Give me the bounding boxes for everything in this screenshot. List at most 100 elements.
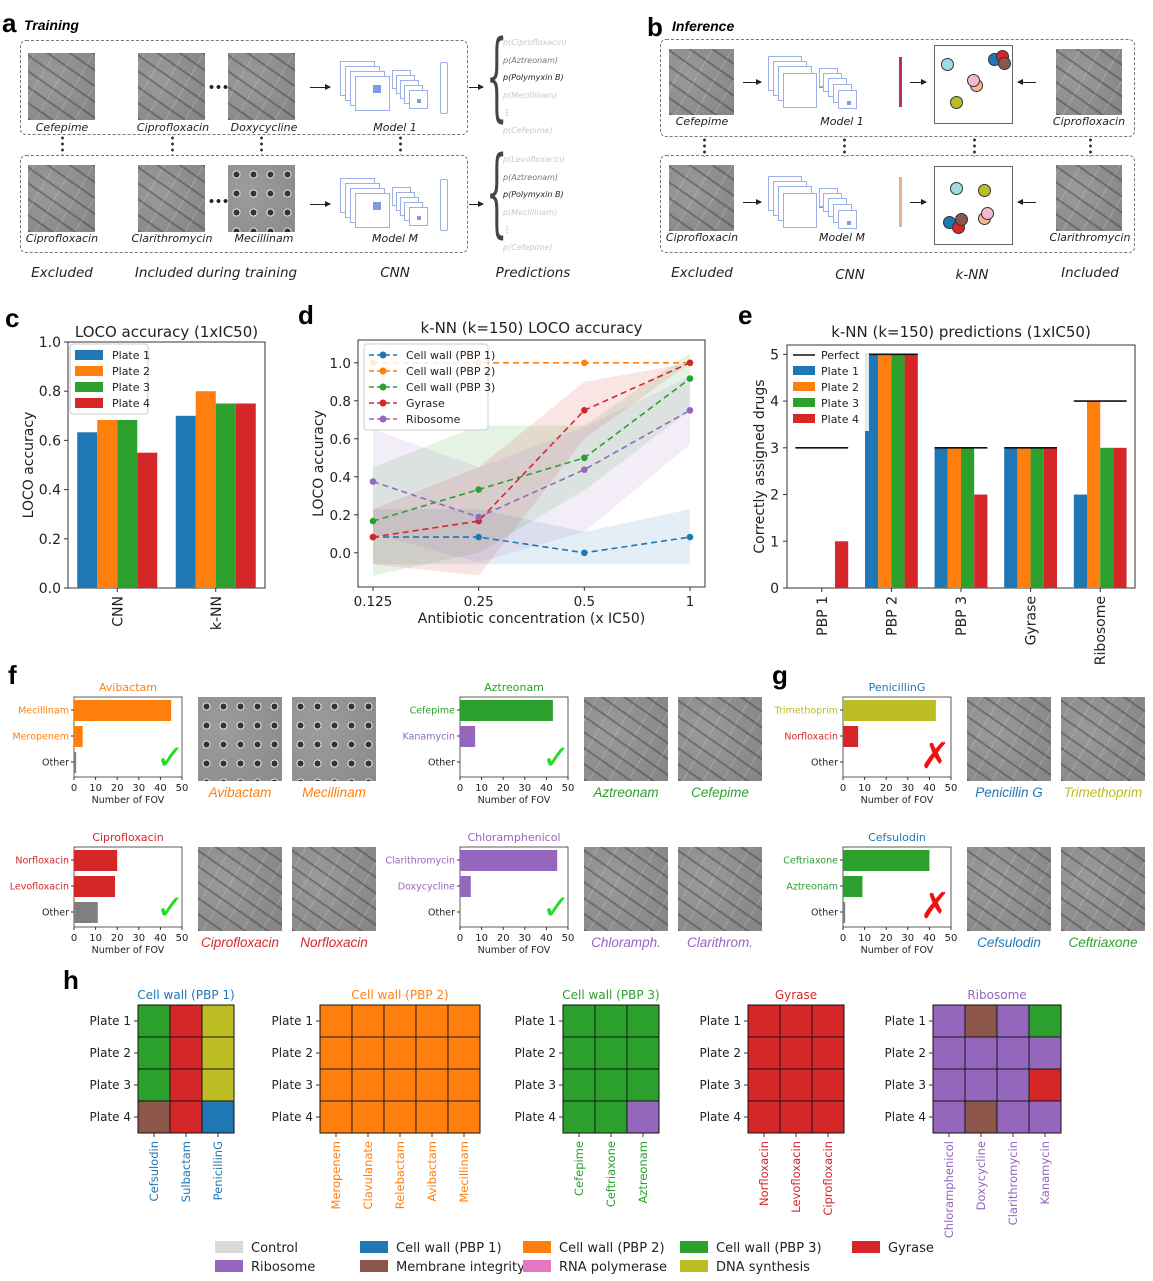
legend-item: Membrane integrity [360, 1260, 525, 1275]
image-caption: Norfloxacin [300, 935, 368, 950]
y-axis-label: LOCO accuracy [21, 412, 37, 519]
bar [843, 876, 863, 897]
heatmap-cell [415, 1068, 449, 1102]
bar [460, 850, 558, 871]
row-label: Plate 3 [515, 1078, 556, 1092]
x-tick-label: 30 [132, 933, 145, 944]
legend-label: Plate 1 [112, 349, 150, 362]
bar [117, 419, 138, 588]
bar [1087, 401, 1101, 588]
data-point [475, 486, 482, 493]
heatmap-cell [562, 1100, 596, 1134]
confidence-band [373, 353, 690, 576]
data-point [369, 517, 377, 525]
legend-label: Plate 3 [821, 397, 859, 410]
heatmap-cell [964, 1100, 998, 1134]
x-tick-label: 50 [176, 933, 189, 944]
column-label: Meropenem [329, 1141, 343, 1209]
y-tick-label: Levofloxacin [10, 882, 69, 893]
y-tick-label: 4 [770, 394, 779, 410]
heatmap-cell [1028, 1068, 1062, 1102]
row-label: Plate 1 [515, 1014, 556, 1028]
column-label: Mecillinam [457, 1141, 471, 1203]
heatmap-cell [594, 1068, 628, 1102]
inference-row-2-box [660, 155, 1135, 253]
heatmap-cell [779, 1036, 813, 1070]
x-tick-label: 10 [858, 933, 871, 944]
chart-knn-loco-accuracy: k-NN (k=150) LOCO accuracy 0.0 0.2 0.4 0.6 0.… [311, 319, 706, 627]
heatmap-cell [932, 1036, 966, 1070]
image-caption: Ciprofloxacin [1052, 115, 1126, 128]
y-tick-label: 0 [770, 581, 779, 597]
y-axis-label: LOCO accuracy [311, 410, 327, 517]
x-tick-label: 30 [518, 783, 531, 794]
heatmap-title: Cell wall (PBP 2) [351, 988, 448, 1002]
training-row-2-box [20, 155, 468, 253]
bar [215, 403, 236, 588]
heatmap-cell [351, 1100, 385, 1134]
panel-letter-c: c [5, 303, 20, 333]
image-caption: Cefepime [691, 785, 749, 800]
arrow-right-icon [310, 84, 331, 90]
legend-marker [379, 415, 387, 423]
legend-swatch [793, 414, 815, 423]
y-tick-label: 1 [770, 534, 779, 550]
y-tick-label: 0.0 [39, 581, 61, 597]
y-tick-label: Kanamycin [403, 732, 456, 743]
y-tick-label: 1.0 [39, 335, 61, 351]
bar [195, 391, 216, 588]
heatmap-cell [779, 1004, 813, 1038]
class-legend: Control Cell wall (PBP 1) Cell wall (PBP 2… [215, 1241, 975, 1281]
heatmap-cell [562, 1004, 596, 1038]
panel-letter-b: b [647, 12, 663, 42]
x-tick-label: 10 [89, 783, 102, 794]
legend-frame [363, 343, 489, 431]
chart-title: PenicillinG [869, 681, 926, 694]
chart-title: Ciprofloxacin [92, 831, 163, 844]
fov-bar-chart-f1: Avibactam Mecillinam Meropenem Other 0 10 20 30… [12, 681, 188, 806]
legend-item: Control [215, 1241, 298, 1256]
chart-title: Cefsulodin [868, 831, 926, 844]
heatmap-cell [169, 1100, 203, 1134]
chart-title: LOCO accuracy (1xIC50) [75, 323, 258, 341]
x-tick-label: 20 [880, 933, 893, 944]
legend-swatch [75, 350, 103, 360]
row-label: Plate 4 [885, 1110, 926, 1124]
y-tick-label: Meropenem [12, 732, 69, 743]
row-label: Plate 1 [90, 1014, 131, 1028]
panel-letter-e: e [738, 300, 753, 330]
y-tick-label: Cefepime [410, 706, 456, 717]
y-tick-label: 5 [770, 347, 779, 363]
legend-label: Cell wall (PBP 1) [396, 1241, 502, 1256]
y-tick-label: 0.6 [39, 433, 61, 449]
heatmap-cell [319, 1036, 353, 1070]
x-tick-label: 20 [880, 783, 893, 794]
bar [175, 415, 196, 588]
heatmap-cell [383, 1100, 417, 1134]
chart-title: Aztreonam [484, 681, 544, 694]
legend-swatch [680, 1260, 708, 1272]
image-caption: Cefepime [675, 115, 729, 128]
bar [74, 902, 98, 923]
legend-marker [379, 383, 387, 391]
legend-item: Gyrase [852, 1241, 934, 1256]
y-tick-label: 3 [770, 441, 779, 457]
micrograph-mecillinam [292, 697, 376, 781]
legend-swatch [75, 366, 103, 376]
y-tick-label: 1.0 [330, 356, 351, 372]
y-tick-label: 0.8 [39, 384, 61, 400]
bar [74, 850, 118, 871]
y-tick-label: 0.4 [330, 470, 351, 486]
legend-label: Cell wall (PBP 2) [559, 1241, 665, 1256]
data-point [475, 513, 482, 521]
x-tick-label: 50 [562, 933, 575, 944]
row-label: Plate 1 [272, 1014, 313, 1028]
column-label: Levofloxacin [789, 1141, 803, 1213]
heatmap-cell [747, 1036, 781, 1070]
bar [460, 726, 476, 747]
heatmap-cell [201, 1100, 235, 1134]
heatmap-cell [1028, 1100, 1062, 1134]
row-label: Plate 4 [90, 1110, 131, 1124]
heatmap-cell [747, 1004, 781, 1038]
heatmap-cell [1028, 1036, 1062, 1070]
